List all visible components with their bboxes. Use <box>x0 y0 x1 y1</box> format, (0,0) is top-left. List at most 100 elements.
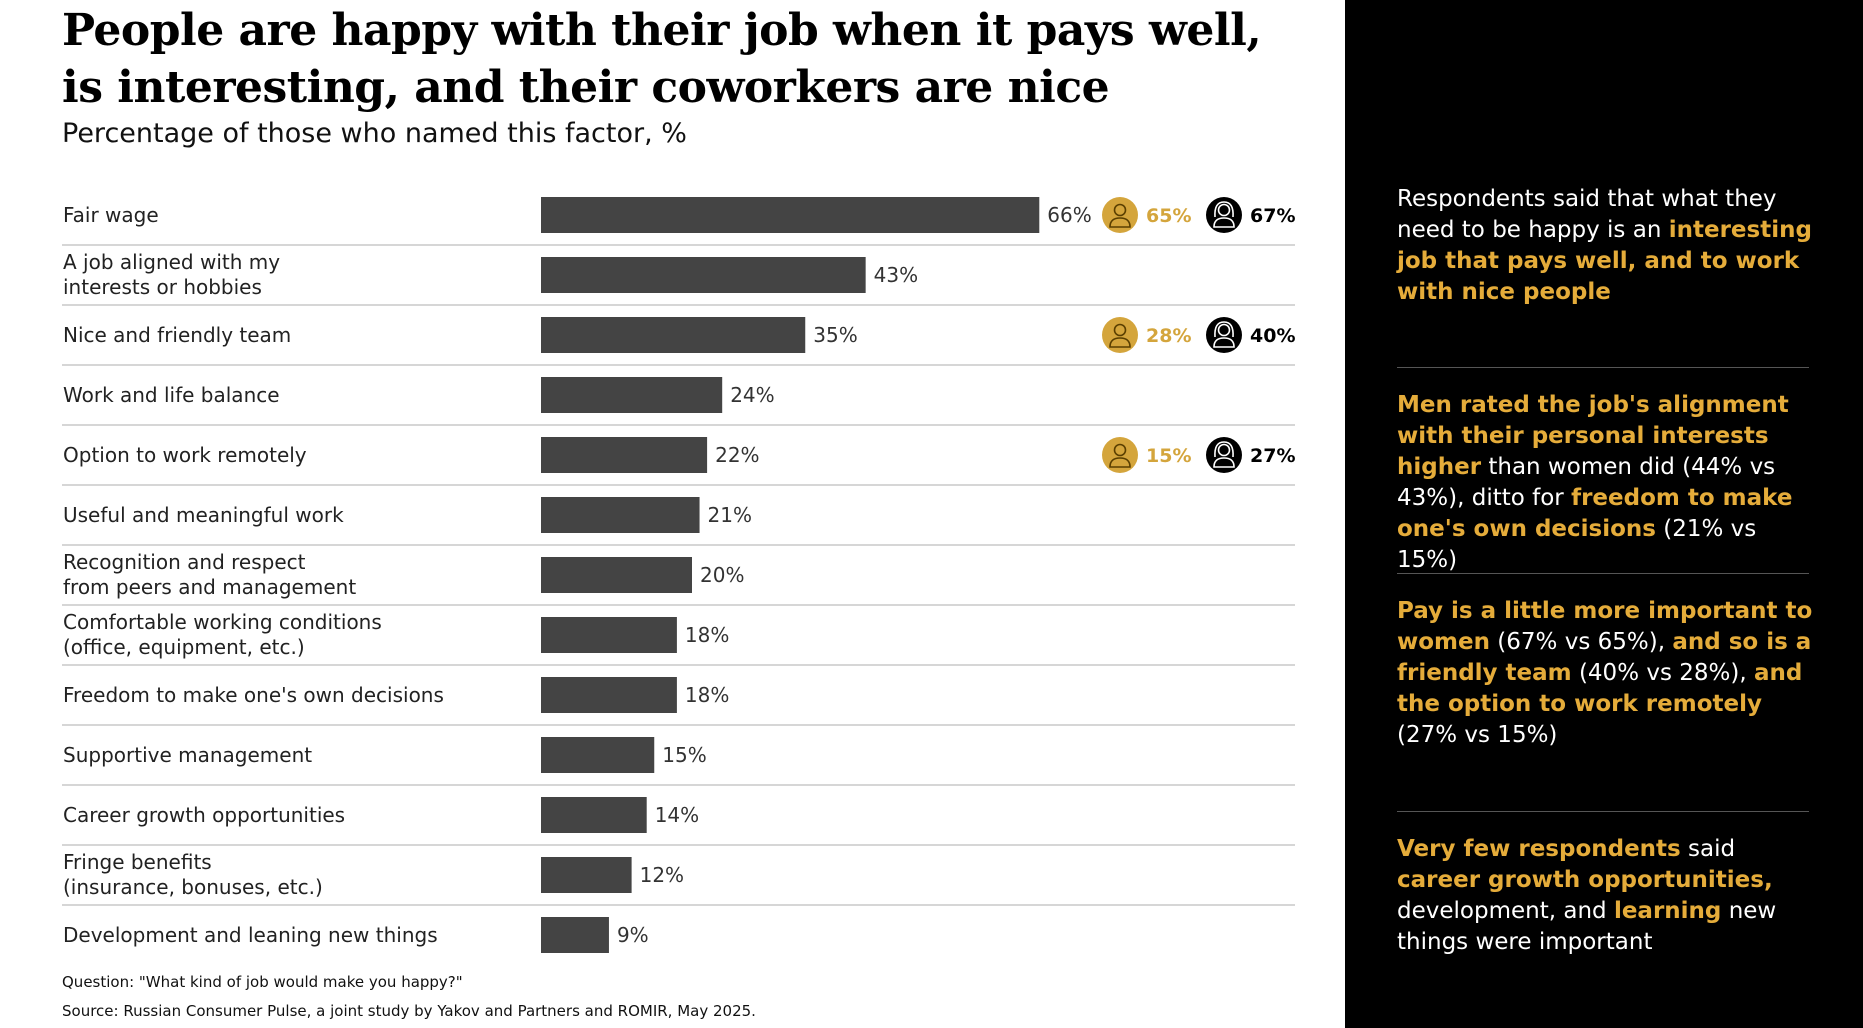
bar <box>541 437 708 473</box>
icon-head <box>1217 443 1231 457</box>
men-value-label: 15% <box>1146 445 1191 467</box>
icon-head <box>1217 203 1231 217</box>
insight-block-1: Respondents said that what they need to … <box>1397 184 1817 308</box>
category-label-line: from peers and management <box>63 575 356 599</box>
body-text: (40% vs 28%), <box>1571 660 1754 686</box>
value-label: 21% <box>708 503 752 527</box>
chart-subtitle: Percentage of those who named this facto… <box>62 118 687 149</box>
women-value-label: 27% <box>1250 445 1295 467</box>
chart-area: People are happy with their job when it … <box>62 2 1312 1026</box>
highlight-text: career growth opportunities, <box>1397 867 1773 893</box>
value-label: 20% <box>700 563 744 587</box>
icon-body <box>1213 337 1235 348</box>
men-value-label: 28% <box>1146 325 1191 347</box>
women-value-label: 67% <box>1250 205 1295 227</box>
bar-chart: Fair wage 66% A job aligned with my interes… <box>62 197 1295 953</box>
icon-hair <box>1214 441 1234 458</box>
woman-icon <box>1206 197 1242 233</box>
title-line-2: is interesting, and their coworkers are … <box>62 62 1110 113</box>
icon-body <box>1109 337 1131 348</box>
woman-icon <box>1206 317 1242 353</box>
highlight-text: and so is a friendly team <box>1397 629 1812 686</box>
category-label-line: Fringe benefits <box>63 850 212 874</box>
category-label-line: A job aligned with my <box>63 250 280 274</box>
icon-hair <box>1214 201 1234 218</box>
icon-head <box>1217 323 1231 337</box>
bar <box>541 737 655 773</box>
icon-body <box>1213 457 1235 468</box>
man-icon <box>1102 197 1138 233</box>
value-label: 14% <box>655 803 699 827</box>
category-label: Supportive management <box>63 743 312 767</box>
category-label-line: Comfortable working conditions <box>63 610 382 634</box>
insight-block-3: Pay is a little more important to women … <box>1397 596 1817 751</box>
value-label: 12% <box>640 863 684 887</box>
bar <box>541 497 700 533</box>
bar <box>541 257 866 293</box>
value-label: 24% <box>730 383 774 407</box>
category-label: A job aligned with my interests or hobbie… <box>63 250 280 299</box>
category-label-line: (insurance, bonuses, etc.) <box>63 875 323 899</box>
highlight-text: freedom to make one's own decisions <box>1397 485 1793 542</box>
bar <box>541 557 692 593</box>
bar <box>541 617 677 653</box>
question-note: Question: "What kind of job would make y… <box>62 973 463 991</box>
category-label: Recognition and respect from peers and ma… <box>63 550 356 599</box>
category-label: Useful and meaningful work <box>63 503 344 527</box>
highlight-text: and the option to work remotely <box>1397 660 1803 717</box>
woman-icon <box>1206 437 1242 473</box>
body-text: Respondents said that what they need to … <box>1397 186 1777 243</box>
bar <box>541 917 609 953</box>
category-label-line: Recognition and respect <box>63 550 306 574</box>
category-label: Development and leaning new things <box>63 923 438 947</box>
bar <box>541 797 647 833</box>
divider <box>1397 367 1809 368</box>
men-value-label: 65% <box>1146 205 1191 227</box>
value-label: 18% <box>685 683 729 707</box>
category-label: Option to work remotely <box>63 443 307 467</box>
icon-body <box>1213 217 1235 228</box>
icon-head <box>1113 323 1127 337</box>
value-label: 18% <box>685 623 729 647</box>
highlight-text: Pay is a little more important to women <box>1397 598 1813 655</box>
body-text: than women did (44% vs 43%), ditto for <box>1397 454 1776 511</box>
category-label-line: interests or hobbies <box>63 275 262 299</box>
bar <box>541 197 1040 233</box>
value-label: 66% <box>1047 203 1091 227</box>
highlight-text: Very few respondents <box>1397 836 1681 862</box>
body-text: new things were important <box>1397 898 1777 955</box>
icon-hair <box>1214 321 1234 338</box>
icon-body <box>1109 457 1131 468</box>
bar <box>541 857 632 893</box>
category-label-line: (office, equipment, etc.) <box>63 635 305 659</box>
value-label: 43% <box>874 263 918 287</box>
insight-block-2: Men rated the job's alignment with their… <box>1397 390 1817 576</box>
value-label: 9% <box>617 923 649 947</box>
women-value-label: 40% <box>1250 325 1295 347</box>
category-label: Freedom to make one's own decisions <box>63 683 444 707</box>
highlight-text: interesting job that pays well, and to w… <box>1397 217 1812 305</box>
icon-body <box>1109 217 1131 228</box>
category-label: Work and life balance <box>63 383 280 407</box>
icon-head <box>1113 443 1127 457</box>
category-label: Nice and friendly team <box>63 323 291 347</box>
chart-footer: Question: "What kind of job would make y… <box>62 968 756 1026</box>
category-label: Comfortable working conditions (office, e… <box>63 610 382 659</box>
highlight-text: Men rated the job's alignment with their… <box>1397 392 1789 480</box>
man-icon <box>1102 437 1138 473</box>
category-label: Fringe benefits (insurance, bonuses, etc.… <box>63 850 323 899</box>
divider <box>1397 573 1809 574</box>
body-text: (67% vs 65%), <box>1490 629 1673 655</box>
bar <box>541 677 677 713</box>
value-label: 35% <box>813 323 857 347</box>
category-label: Fair wage <box>63 203 159 227</box>
source-note: Source: Russian Consumer Pulse, a joint … <box>62 1002 756 1020</box>
body-text: development, and <box>1397 898 1614 924</box>
page-title: People are happy with their job when it … <box>62 2 1312 116</box>
insight-block-4: Very few respondents said career growth … <box>1397 834 1817 958</box>
insights-panel: Respondents said that what they need to … <box>1345 0 1863 1028</box>
value-label: 22% <box>715 443 759 467</box>
bar <box>541 377 723 413</box>
divider <box>1397 811 1809 812</box>
highlight-text: learning <box>1613 898 1722 924</box>
